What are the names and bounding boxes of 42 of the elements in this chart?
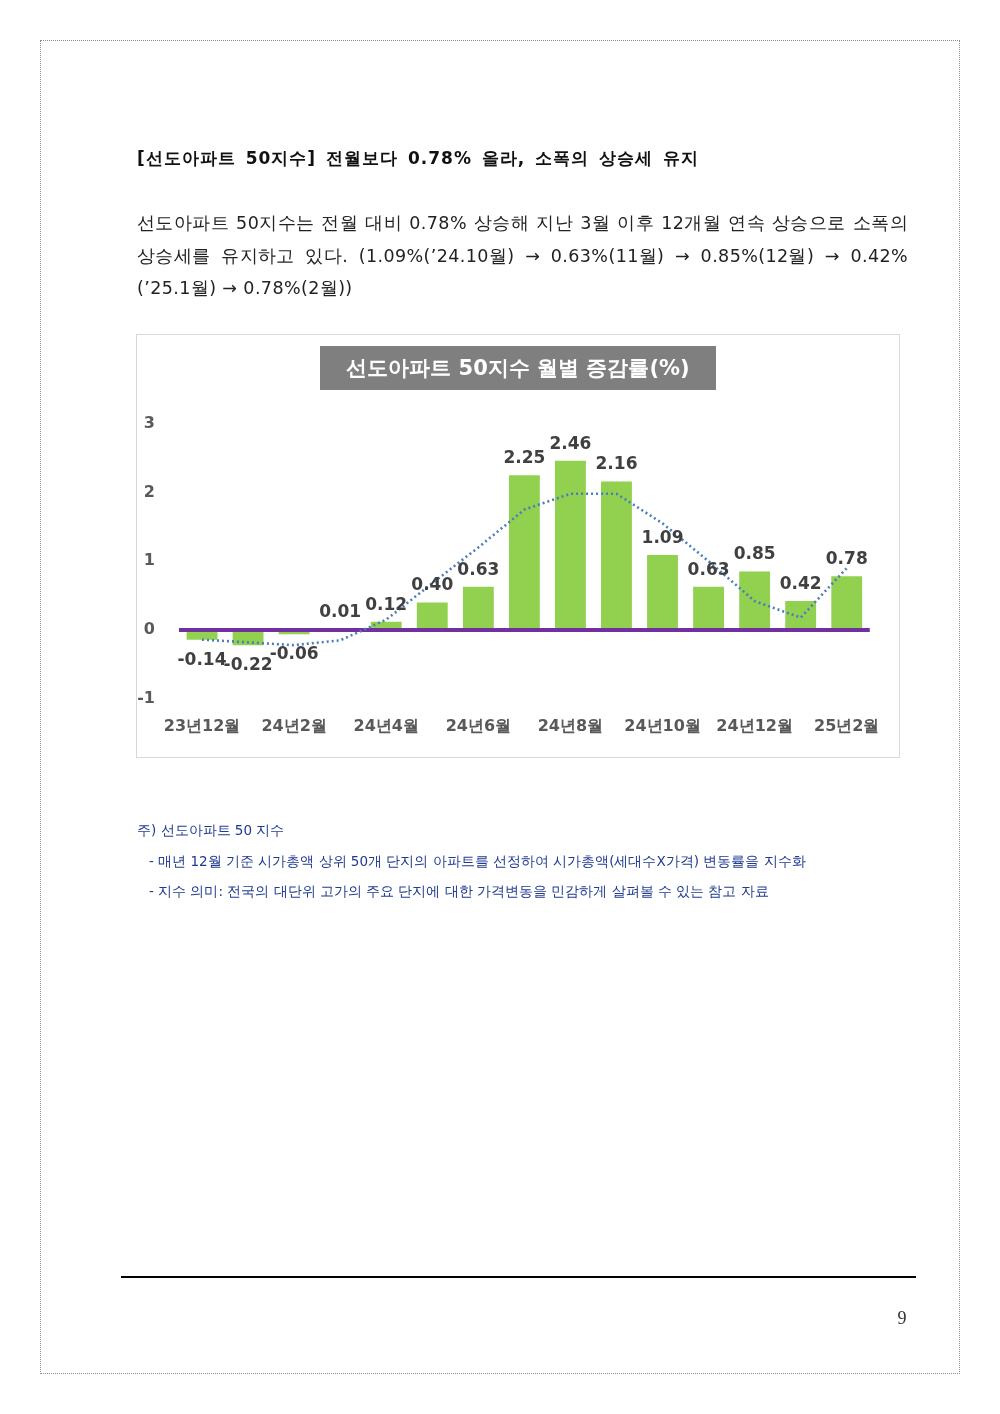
data-label: 0.40 xyxy=(411,574,454,595)
text: 선도아파트 50지수는 전월 대비 0.78% 상승해 지난 3월 이후 12개월 연속 상승으로 소폭의 상승세를 유지하고 있다. (1.09%(’24.10월) → 0.63%(11월) → 0.85%(12월) → 0.42%(’25.1월) → 0.78%(2월)) xyxy=(137,212,908,300)
data-label: 0.12 xyxy=(365,593,408,614)
data-label: 1.09 xyxy=(641,526,684,547)
data-label: 0.63 xyxy=(457,558,500,579)
data-label: 2.16 xyxy=(595,453,638,474)
text: 9 xyxy=(896,1308,908,1329)
data-label: 0.85 xyxy=(733,543,776,564)
text: - 매년 12월 기준 시가총액 상위 50개 단지의 아파트를 선정하여 시가총액(세대수X가격) 변동률을 지수화 xyxy=(148,852,807,871)
x-tick-label: 25년2월 xyxy=(814,715,880,735)
bar xyxy=(508,475,540,630)
data-label: 0.42 xyxy=(779,573,822,594)
y-tick-label: -1 xyxy=(137,687,155,707)
data-label: -0.22 xyxy=(223,654,273,675)
chart-title: 선도아파트 50지수 월별 증감률(%) xyxy=(320,346,716,390)
bar xyxy=(831,576,863,630)
data-label: 0.78 xyxy=(825,548,868,569)
x-tick-label: 24년4월 xyxy=(353,715,419,735)
bar xyxy=(647,555,678,630)
x-tick-label: 24년8월 xyxy=(537,715,604,735)
bar xyxy=(739,571,771,630)
text: [선도아파트 50지수] 전월보다 0.78% 올라, 소폭의 상승세 유지 xyxy=(137,147,700,170)
y-tick-label: 2 xyxy=(143,481,155,501)
bar xyxy=(555,460,586,630)
bar xyxy=(416,602,448,630)
data-label: 0.63 xyxy=(687,558,730,579)
x-tick-label: 23년12월 xyxy=(163,715,241,735)
x-tick-label: 24년10월 xyxy=(624,715,701,735)
text: 주) 선도아파트 50 지수 xyxy=(137,822,286,840)
y-tick-label: 3 xyxy=(143,412,155,432)
x-tick-label: 24년12월 xyxy=(716,715,793,735)
x-tick-label: 24년2월 xyxy=(261,715,327,735)
text: - 지수 의미: 전국의 대단위 고가의 주요 단지에 대한 가격변동을 민감하게 살펴볼 수 있는 참고 자료 xyxy=(148,883,770,901)
data-label: 0.01 xyxy=(319,601,362,622)
bar xyxy=(462,586,494,630)
data-label: 2.25 xyxy=(503,447,546,468)
data-label: 2.46 xyxy=(549,432,592,453)
x-tick-label: 24년6월 xyxy=(445,715,512,735)
bar xyxy=(693,586,725,630)
bar xyxy=(601,481,632,630)
y-tick-label: 1 xyxy=(143,550,155,570)
y-tick-label: 0 xyxy=(143,619,155,639)
